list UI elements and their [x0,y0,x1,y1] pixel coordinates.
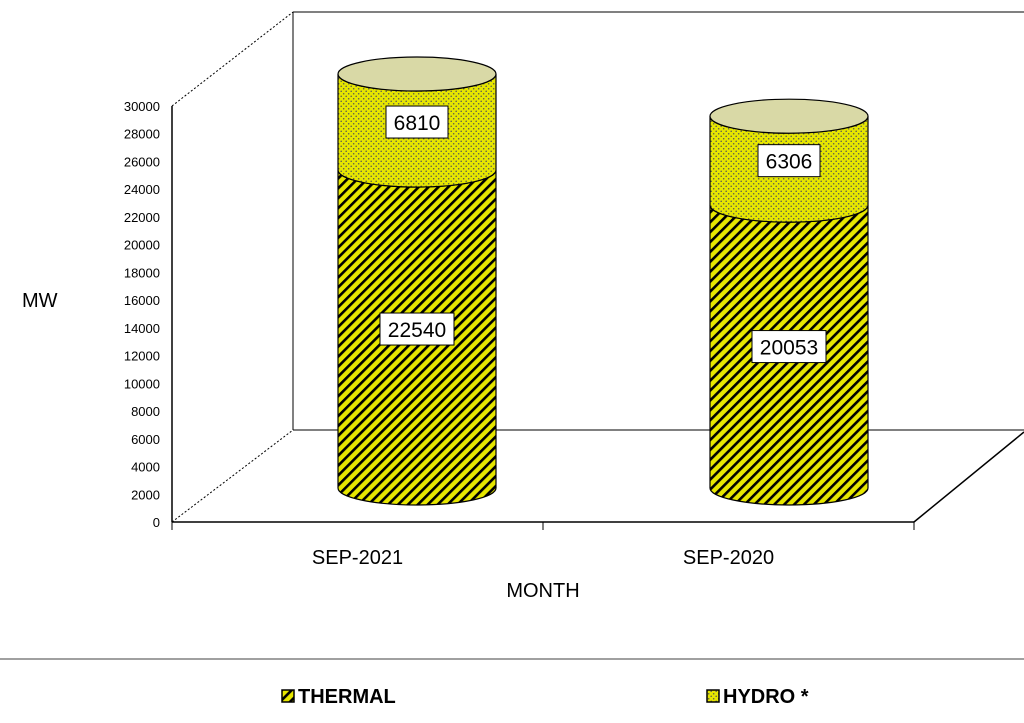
legend-label: THERMAL [298,686,396,708]
y-tick-label: 4000 [131,460,160,475]
x-tick-label: SEP-2021 [312,547,403,569]
data-label: 6810 [385,105,449,139]
y-tick-label: 8000 [131,404,160,419]
y-tick-label: 20000 [124,238,160,253]
legend-swatch [706,689,720,703]
data-label-text: 6306 [766,151,813,174]
data-label-text: 22540 [388,319,446,342]
cylinder-SEP-2021 [337,56,497,506]
legend-item: HYDRO * [706,686,809,708]
y-tick-labels: 0 2000 4000 6000 8000 10000 12000 14000 16000 180… [124,99,160,530]
y-tick-label: 0 [153,515,160,530]
chart-frame [171,11,1024,530]
y-tick-label: 18000 [124,265,160,280]
y-tick-label: 26000 [124,154,160,169]
legend-swatch [281,689,295,703]
y-tick-label: 10000 [124,376,160,391]
y-axis-title: MW [22,290,58,312]
y-tick-label: 12000 [124,349,160,364]
data-label: 6306 [757,144,821,178]
data-label-text: 20053 [760,337,818,360]
y-tick-label: 24000 [124,182,160,197]
data-label: 22540 [379,312,455,346]
floor-depth-edge-left [171,429,294,523]
data-label-box [385,105,449,139]
y-tick-label: 16000 [124,293,160,308]
data-label-box [751,330,827,364]
y-tick-label: 14000 [124,321,160,336]
data-label-box [379,312,455,346]
data-label-box [757,144,821,178]
y-tick-label: 28000 [124,127,160,142]
cylinder-top-cap [709,98,869,134]
y-tick-label: 30000 [124,99,160,114]
y-tick-label: 22000 [124,210,160,225]
data-label: 20053 [751,330,827,364]
cylinder-top-cap [337,56,497,92]
x-tick-label: SEP-2020 [683,547,774,569]
top-depth-edge [171,11,294,107]
legend-item: THERMAL [281,686,396,708]
y-tick-label: 2000 [131,487,160,502]
x-axis-title: MONTH [506,580,579,602]
legend-label: HYDRO * [723,686,809,708]
x-tick-labels: SEP-2021 SEP-2020 [312,547,774,569]
data-label-text: 6810 [394,112,441,135]
legend: THERMAL HYDRO * [281,686,809,708]
floor-depth-edge-right [913,431,1024,523]
data-labels: 22540 6810 20053 6306 [379,105,827,364]
y-tick-label: 6000 [131,432,160,447]
